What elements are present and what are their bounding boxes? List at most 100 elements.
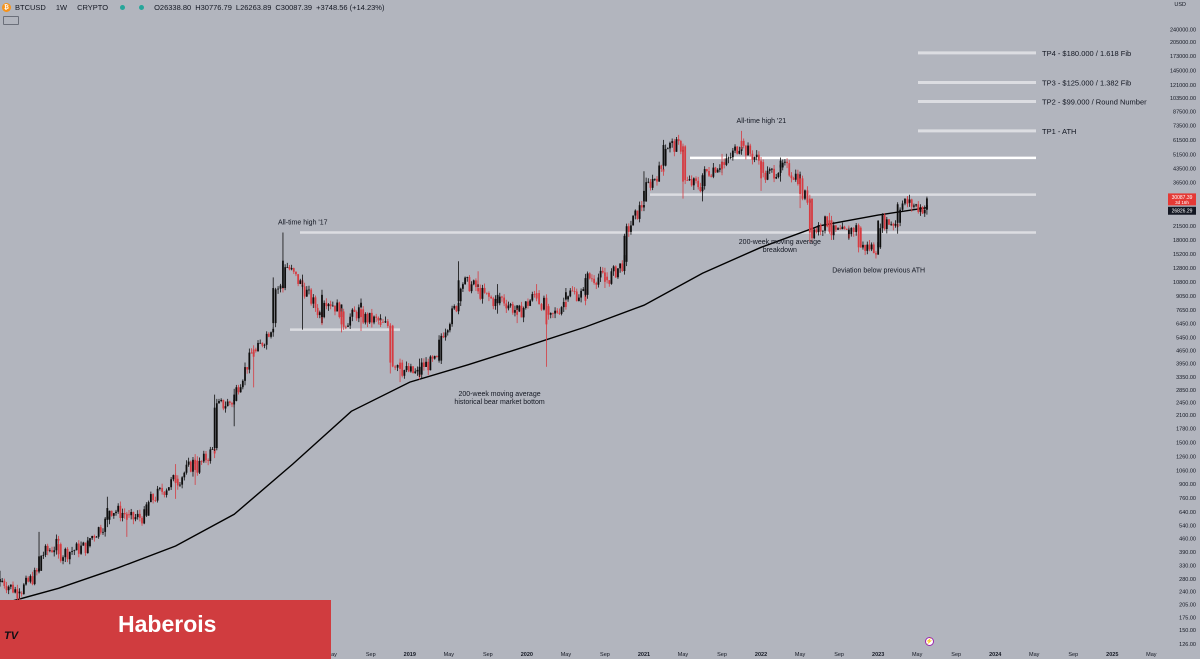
annotation-text: breakdown [763,247,797,254]
candle-body [923,209,926,214]
candle-body [601,270,604,273]
candle-body [156,488,159,501]
candle-body [66,548,69,560]
candle-body [777,172,780,177]
candle-body [89,538,91,547]
candle-body [355,311,358,319]
candle-body [357,307,360,319]
candle-body [634,210,637,216]
collapse-legend-button[interactable] [3,16,19,25]
candle-body [701,175,704,187]
candle-body [340,311,343,325]
x-tick-label: Sep [834,652,844,658]
open-value: O26338.80 [154,3,192,12]
x-tick-label: May [1146,652,1157,658]
candle-body [516,305,519,311]
candle-body [708,171,710,176]
candle-body [57,544,60,555]
candle-body [134,517,137,520]
candle-body [373,316,375,323]
candle-body [91,536,94,539]
candle-body [158,487,161,489]
candle-body [196,460,199,473]
candle-body [71,551,73,552]
interval[interactable]: 1W [55,3,68,12]
candle-body [531,294,534,301]
candle-body [547,306,550,315]
candle-body [338,302,341,318]
candle-body [379,318,382,321]
y-tick-label: 51500.00 [1173,153,1196,159]
level-label: TP4 - $180.000 / 1.618 Fib [1042,49,1131,58]
candle-body [449,324,451,331]
candle-body [636,210,639,219]
candle-body [584,278,587,295]
x-tick-label: Sep [600,652,610,658]
candle-body [272,288,275,324]
candle-body [751,153,754,160]
candle-body [565,292,567,300]
candle-body [205,453,207,461]
high-value: H30776.79 [195,3,232,12]
candle-body [824,216,826,231]
candle-body [921,206,924,214]
candle-body [386,321,389,326]
candle-body [233,394,236,401]
symbol-name[interactable]: BTCUSD [15,3,46,12]
currency-label[interactable]: USD [1174,2,1186,8]
candle-body [464,277,466,285]
candle-body [567,296,569,300]
candle-body [501,296,503,298]
candle-body [420,362,423,375]
candle-body [710,175,713,177]
candle-body [327,304,330,307]
candle-body [830,220,833,236]
x-tick-label: May [561,652,572,658]
candle-body [405,366,408,371]
candle-body [27,577,30,582]
candle-body [527,301,529,306]
candle-body [619,263,622,269]
tradingview-logo: TV [4,630,19,642]
candle-body [475,280,477,288]
candle-body [679,141,682,152]
candle-body [431,356,434,359]
lightning-event-icon[interactable]: ⚡ [925,637,934,646]
candle-body [768,169,771,171]
candle-body [123,512,126,515]
annotation-text: 200-week moving average [459,391,541,398]
candle-body [524,301,527,308]
candle-body [498,296,501,304]
candle-body [314,297,317,308]
candle-body [254,349,257,352]
candle-body [409,366,412,372]
candle-body [353,309,356,312]
candle-body [147,502,150,516]
candle-body [401,362,404,376]
candle-body [18,591,21,594]
level-label: TP1 - ATH [1042,127,1076,136]
candle-body [265,333,268,345]
candle-body [614,266,617,278]
candle-body [494,298,497,307]
candle-body [896,204,899,223]
candle-body [59,544,62,561]
candle-body [627,226,630,232]
annotation-text: historical bear market bottom [454,399,544,406]
annotation-text: All-time high '21 [737,118,787,125]
candle-body [496,294,499,304]
candle-body [305,289,308,297]
candle-body [682,146,684,182]
candle-body [48,550,51,552]
candle-body [649,181,652,188]
candle-body [569,290,572,297]
level-label: TP3 - $125.000 / 1.382 Fib [1042,79,1131,88]
y-tick-label: 240000.00 [1170,27,1196,33]
y-tick-label: 6450.00 [1176,322,1196,328]
candle-body [321,294,323,318]
y-tick-label: 2850.00 [1176,388,1196,394]
candle-body [22,584,25,594]
candle-body [879,228,882,248]
candle-body [727,157,730,159]
